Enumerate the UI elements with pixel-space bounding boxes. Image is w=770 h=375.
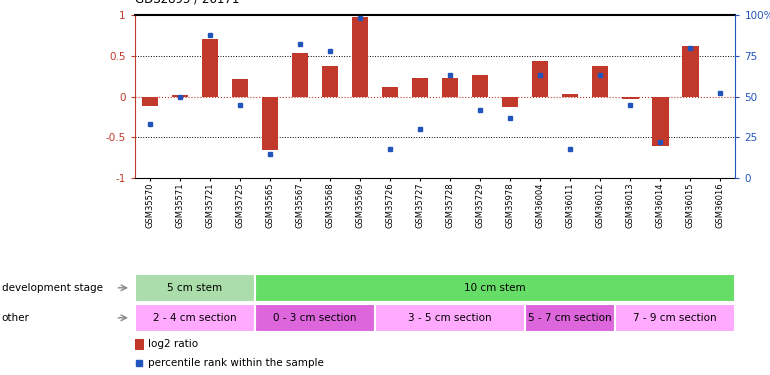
Bar [202,39,218,97]
Bar [375,304,525,332]
Bar [502,97,518,107]
Text: log2 ratio: log2 ratio [148,339,198,349]
Bar [592,66,608,97]
Text: 2 - 4 cm section: 2 - 4 cm section [153,313,236,323]
Text: GDS2895 / 26171: GDS2895 / 26171 [135,0,239,6]
Text: development stage: development stage [2,283,102,293]
Text: 10 cm stem: 10 cm stem [464,283,526,293]
Bar [262,97,278,150]
Text: other: other [2,313,29,323]
Bar [442,78,458,97]
Bar [172,95,188,97]
Bar [142,97,158,106]
Text: 0 - 3 cm section: 0 - 3 cm section [273,313,357,323]
Bar [135,339,144,350]
Bar [255,274,735,302]
Bar [682,46,698,97]
Bar [472,75,488,97]
Bar [322,66,338,97]
Bar [352,18,368,97]
Bar [232,79,248,97]
Bar [135,304,255,332]
Bar [135,274,255,302]
Bar [622,97,638,99]
Bar [255,304,375,332]
Bar [615,304,735,332]
Bar [562,94,578,97]
Text: percentile rank within the sample: percentile rank within the sample [148,358,324,368]
Text: 5 cm stem: 5 cm stem [167,283,223,293]
Bar [532,62,548,97]
Bar [292,53,308,97]
Bar [652,97,668,146]
Text: 5 - 7 cm section: 5 - 7 cm section [528,313,612,323]
Text: 7 - 9 cm section: 7 - 9 cm section [634,313,717,323]
Text: 3 - 5 cm section: 3 - 5 cm section [408,313,492,323]
Bar [412,78,428,97]
Bar [525,304,615,332]
Bar [382,87,398,97]
